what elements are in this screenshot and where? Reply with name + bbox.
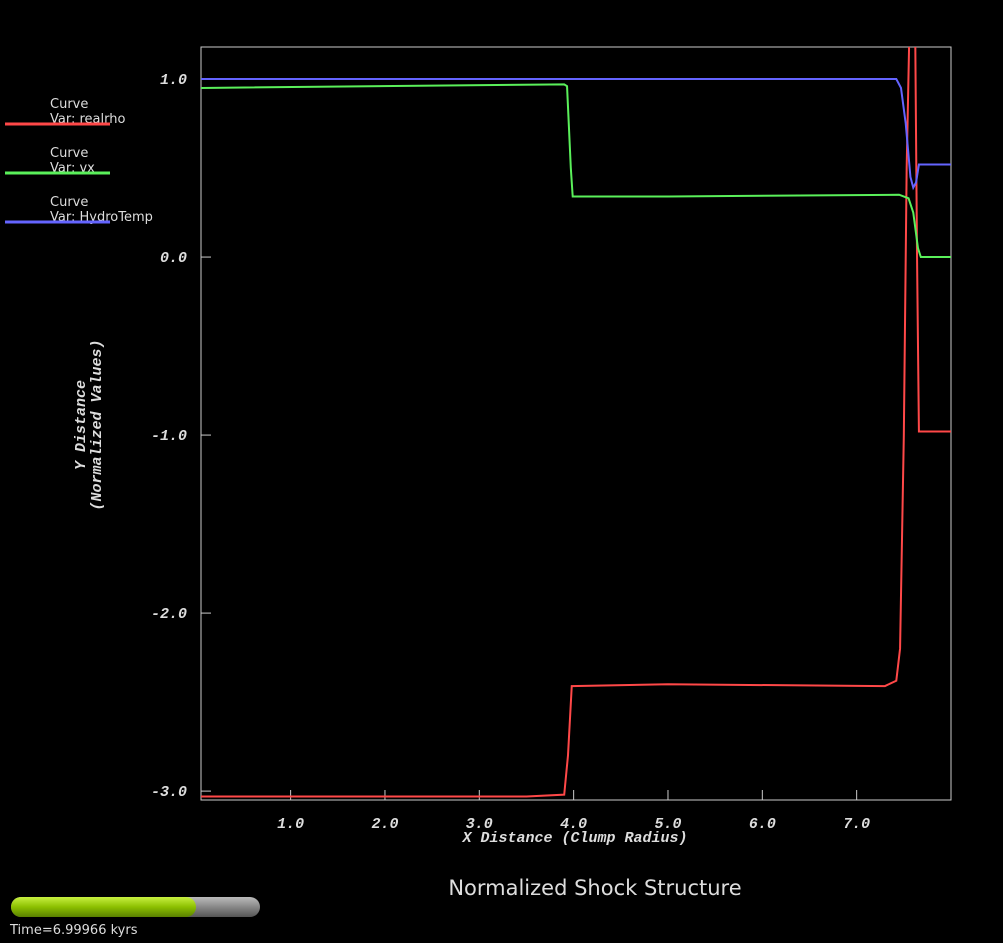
y-tick-label: -1.0 bbox=[151, 428, 187, 445]
slider-progress bbox=[11, 897, 196, 917]
x-tick-label: 1.0 bbox=[277, 816, 304, 833]
series-line bbox=[201, 83, 951, 259]
y-tick-label: -2.0 bbox=[151, 606, 187, 623]
legend-title: Curve bbox=[50, 146, 88, 161]
y-axis-title-line: (Normalized Values) bbox=[89, 339, 106, 510]
x-tick-label: 7.0 bbox=[843, 816, 870, 833]
y-tick-label: 0.0 bbox=[160, 250, 187, 267]
y-axis-title: Y Distance (Normalized Values) bbox=[73, 339, 106, 510]
time-label: Time=6.99966 kyrs bbox=[9, 923, 138, 938]
x-tick-label: 5.0 bbox=[654, 816, 681, 833]
series-line bbox=[201, 47, 951, 798]
time-slider bbox=[11, 897, 260, 917]
legend-title: Curve bbox=[50, 97, 88, 112]
x-axis-title: X Distance (Clump Radius) bbox=[461, 830, 687, 847]
plot-frame bbox=[200, 46, 952, 801]
y-tick-label: 1.0 bbox=[160, 72, 187, 89]
x-tick-label: 6.0 bbox=[749, 816, 776, 833]
chart-title: Normalized Shock Structure bbox=[448, 876, 741, 900]
x-tick-label: 4.0 bbox=[560, 816, 587, 833]
series-line bbox=[201, 78, 951, 191]
legend-title: Curve bbox=[50, 195, 88, 210]
y-axis-title-line: Y Distance bbox=[73, 380, 90, 470]
x-tick-label: 2.0 bbox=[371, 816, 398, 833]
x-tick-label: 3.0 bbox=[466, 816, 493, 833]
y-tick-label: -3.0 bbox=[151, 784, 187, 801]
